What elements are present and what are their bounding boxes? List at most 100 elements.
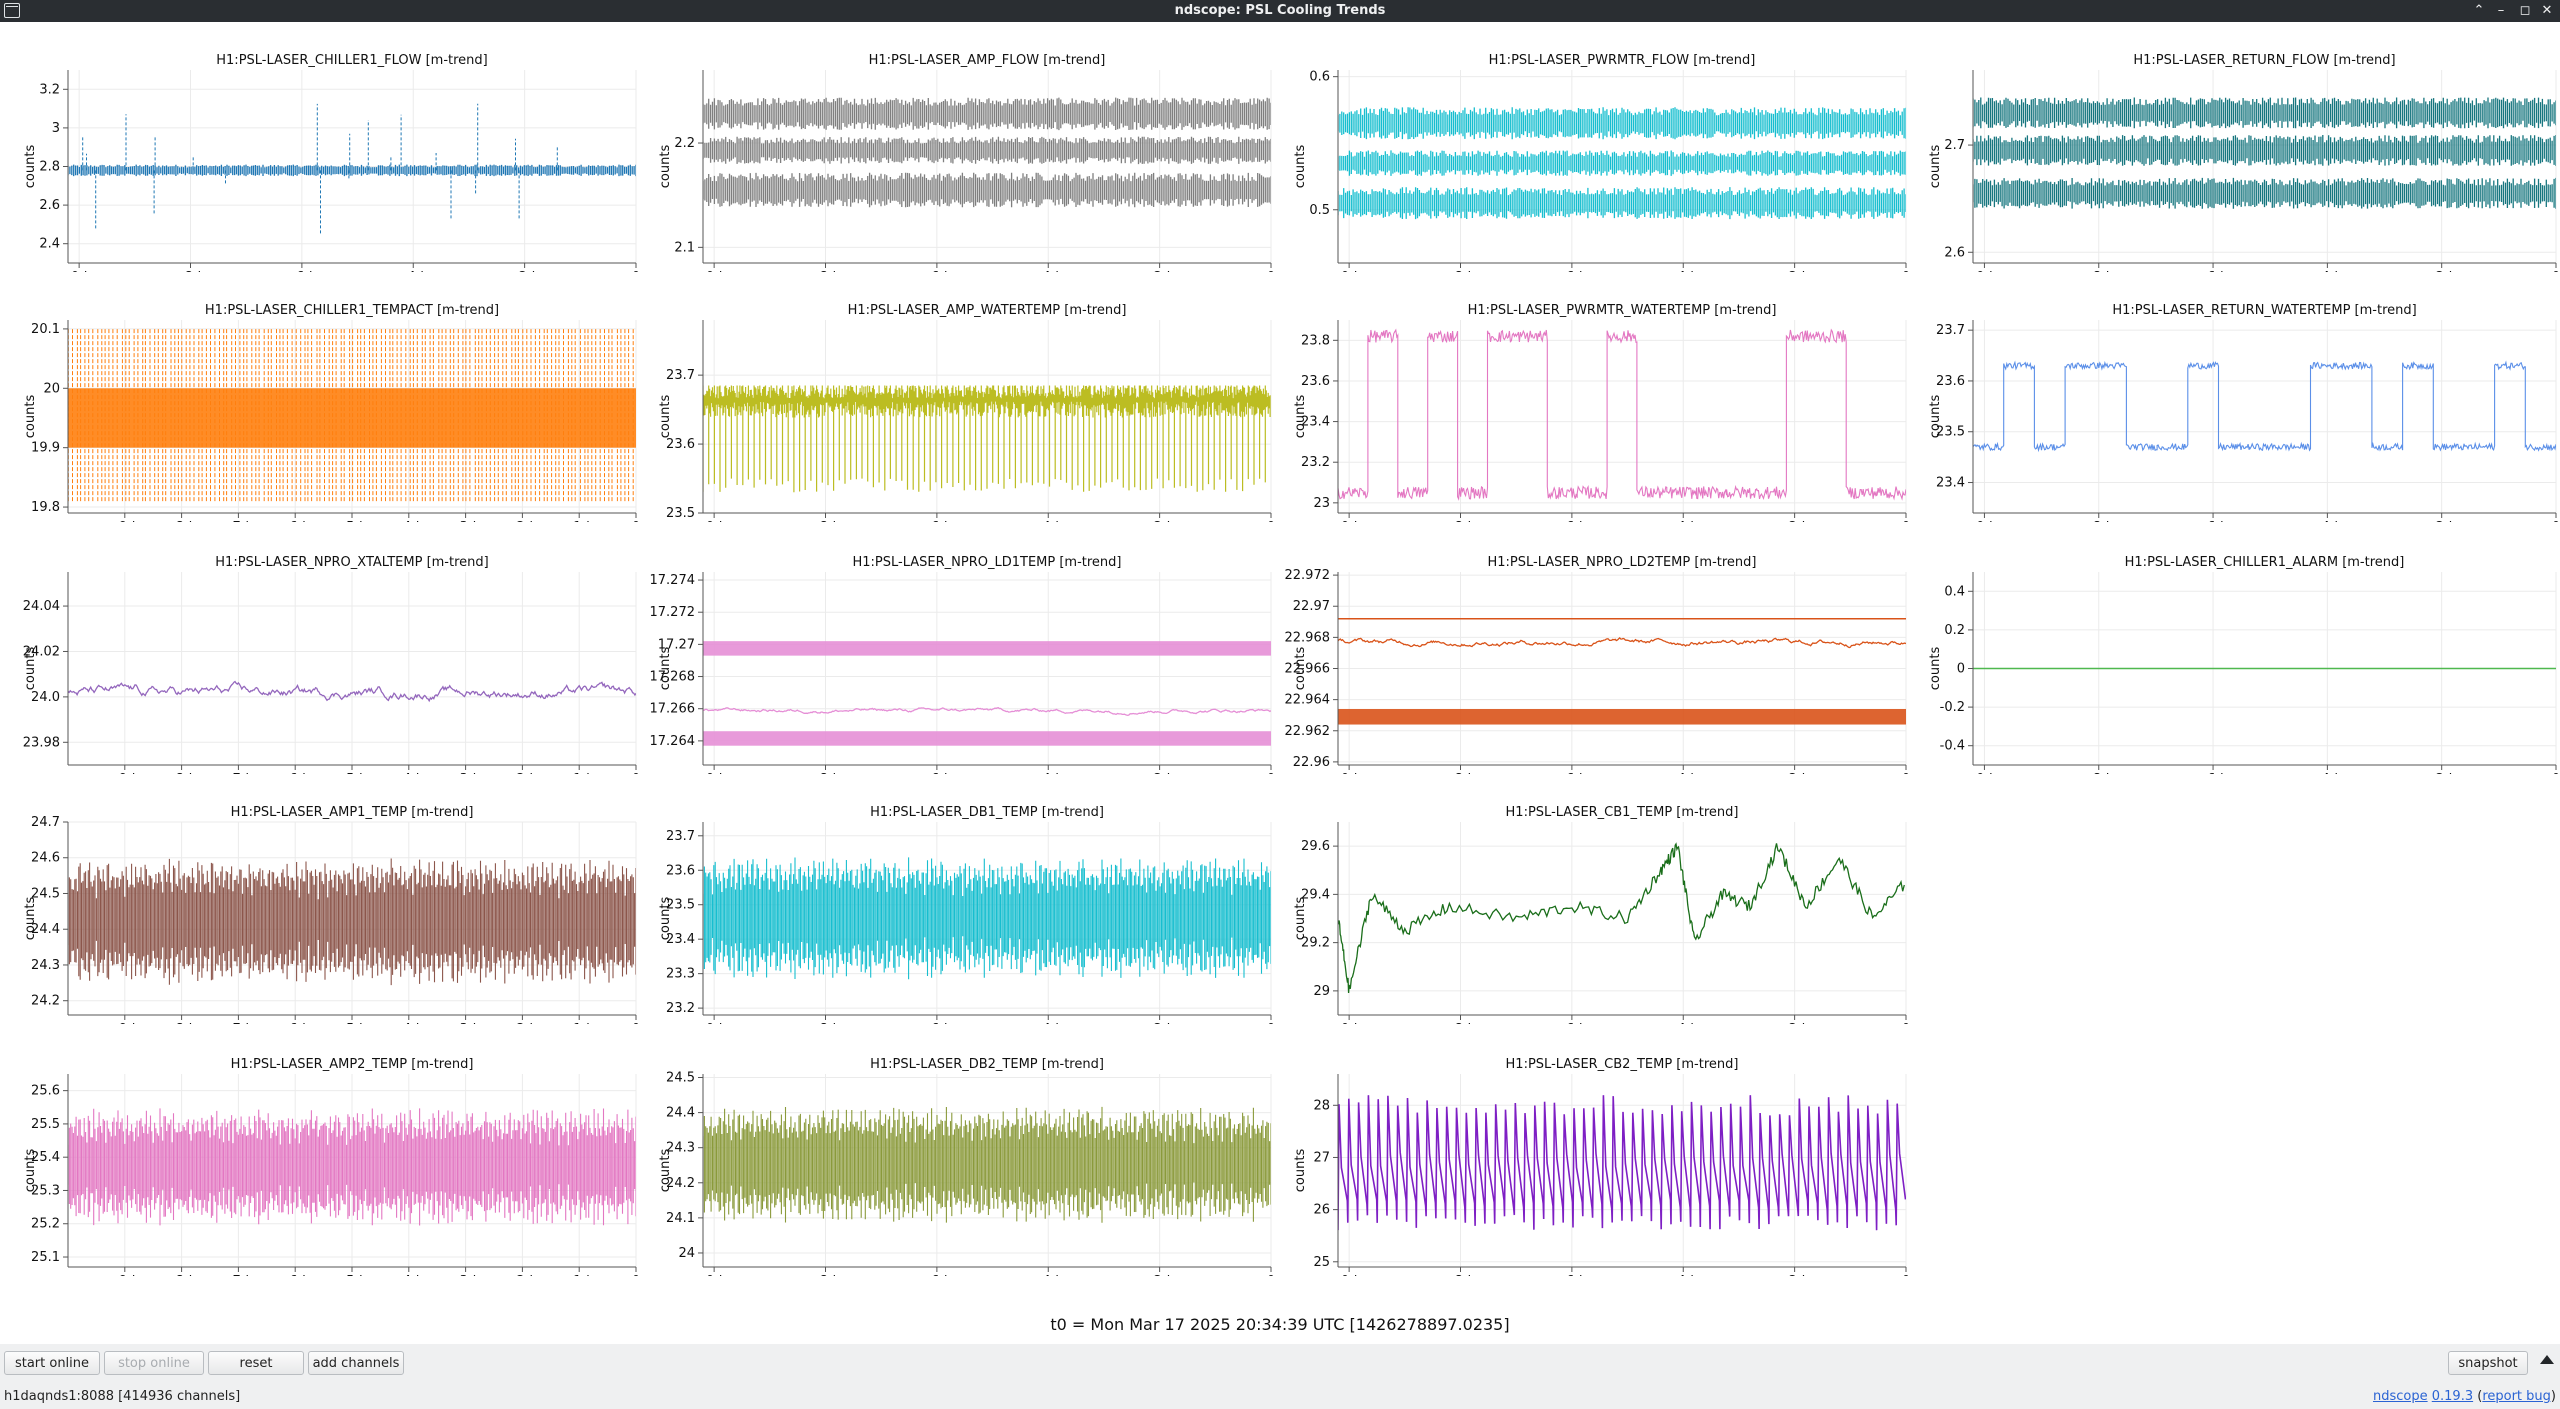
x-tick-label: -2d [1784, 772, 1805, 774]
series-noise [703, 857, 1271, 980]
plot-svg[interactable]: H1:PSL-LASER_RETURN_WATERTEMP [m-trend] c… [1905, 272, 2560, 522]
plot-svg[interactable]: H1:PSL-LASER_NPRO_LD2TEMP [m-trend] count… [1270, 524, 1911, 774]
x-tick-label: 0d [1341, 1274, 1358, 1276]
plot-panel[interactable]: H1:PSL-LASER_AMP_WATERTEMP [m-trend] coun… [635, 272, 1275, 522]
x-tick-label: -5d [341, 1274, 362, 1276]
version-link[interactable]: 0.19.3 [2431, 1389, 2474, 1404]
plot-svg[interactable]: H1:PSL-LASER_AMP_FLOW [m-trend] counts 2.1… [635, 22, 1275, 272]
y-tick-label: 22.97 [1293, 599, 1330, 614]
series-noise [68, 1108, 636, 1226]
plot-panel[interactable]: H1:PSL-LASER_DB2_TEMP [m-trend] counts 24 2… [635, 1026, 1275, 1276]
maximize-icon[interactable]: ◻ [2519, 3, 2531, 18]
x-tick-label: 0 [2552, 772, 2560, 774]
plot-svg[interactable]: H1:PSL-LASER_AMP1_TEMP [m-trend]counts24… [0, 774, 640, 1024]
y-tick-label: 23.4 [1301, 415, 1330, 430]
plot-svg[interactable]: H1:PSL-LASER_NPRO_LD1TEMP [m-trend] count… [635, 524, 1276, 774]
series-group [1338, 107, 1906, 220]
x-tick-label: -6d [926, 270, 947, 272]
plot-panel[interactable]: H1:PSL-LASER_CB2_TEMP [m-trend] counts 25 2… [1270, 1026, 1910, 1276]
series-group [1338, 842, 1905, 994]
plot-panel[interactable]: H1:PSL-LASER_AMP1_TEMP [m-trend] counts 24… [0, 774, 640, 1024]
plot-panel[interactable]: H1:PSL-LASER_NPRO_LD2TEMP [m-trend] count… [1270, 524, 1911, 774]
plot-title: H1:PSL-LASER_CB2_TEMP [m-trend] [1506, 1057, 1739, 1072]
close-icon[interactable]: ✕ [2541, 3, 2553, 18]
y-tick-label: 23.3 [666, 967, 695, 982]
y-tick-label: 2.6 [1944, 245, 1965, 260]
plot-panel[interactable]: H1:PSL-LASER_CHILLER1_ALARM [m-trend] cou… [1905, 524, 2560, 774]
plot-panel[interactable]: H1:PSL-LASER_DB1_TEMP [m-trend] counts 23.… [635, 774, 1275, 1024]
x-tick-label: -6d [1561, 270, 1582, 272]
plot-svg[interactable]: H1:PSL-LASER_PWRMTR_WATERTEMP [m-trend] c… [1270, 272, 1910, 522]
plot-svg[interactable]: H1:PSL-LASER_CHILLER1_TEMPACT [m-trend] c… [0, 272, 640, 522]
y-tick-label: 22.964 [1285, 693, 1331, 708]
stop-online-button[interactable]: stop online [104, 1351, 204, 1375]
plot-svg[interactable]: H1:PSL-LASER_CHILLER1_FLOW [m-trend] coun… [0, 22, 640, 272]
plot-panel[interactable]: H1:PSL-LASER_CB1_TEMP [m-trend] counts 29 2… [1270, 774, 1910, 1024]
y-tick-label: 24.7 [31, 815, 60, 830]
version-info: ndscope 0.19.3 (report bug) [2373, 1384, 2556, 1409]
plot-title: H1:PSL-LASER_AMP2_TEMP [m-trend] [231, 1057, 474, 1072]
report-bug-link[interactable]: report bug [2482, 1389, 2551, 1404]
series-line [68, 680, 636, 703]
collapse-arrow-icon[interactable] [2540, 1355, 2554, 1364]
plot-svg[interactable]: H1:PSL-LASER_AMP_WATERTEMP [m-trend] coun… [635, 272, 1275, 522]
x-tick-label: 0d [1341, 520, 1358, 522]
plot-title: H1:PSL-LASER_AMP_FLOW [m-trend] [869, 53, 1106, 68]
plot-panel[interactable]: H1:PSL-LASER_RETURN_WATERTEMP [m-trend] c… [1905, 272, 2560, 522]
y-tick-label: 24.5 [31, 886, 60, 901]
plot-svg[interactable]: H1:PSL-LASER_CB2_TEMP [m-trend] counts 25 2… [1270, 1026, 1910, 1276]
x-tick-label: -2d [1149, 270, 1170, 272]
plot-panel[interactable]: H1:PSL-LASER_PWRMTR_WATERTEMP [m-trend] c… [1270, 272, 1910, 522]
keep-above-icon[interactable]: ⌃ [2473, 3, 2485, 18]
y-axis-label: counts [658, 395, 673, 439]
series-group [68, 103, 636, 234]
plot-panel[interactable]: H1:PSL-LASER_AMP_FLOW [m-trend] counts 2.1… [635, 22, 1275, 272]
x-tick-label: -2d [2431, 520, 2452, 522]
x-tick-label: -8d [1450, 1274, 1471, 1276]
minimize-icon[interactable]: – [2497, 3, 2505, 18]
y-tick-label: 2.6 [39, 198, 60, 213]
plot-panel[interactable]: H1:PSL-LASER_RETURN_FLOW [m-trend] counts… [1905, 22, 2560, 272]
x-tick-label: -1d [569, 772, 590, 774]
start-online-button[interactable]: start online [4, 1351, 100, 1375]
y-tick-label: 23.4 [666, 932, 695, 947]
x-tick-label: -4d [2317, 772, 2338, 774]
series-line [703, 707, 1271, 716]
snapshot-button[interactable]: snapshot [2448, 1351, 2528, 1375]
x-tick-label: -4d [398, 1274, 419, 1276]
x-tick-label: -8d [2088, 772, 2109, 774]
window-icon[interactable] [4, 3, 20, 18]
plot-svg[interactable]: H1:PSL-LASER_DB2_TEMP [m-trend] counts 24 2… [635, 1026, 1275, 1276]
x-tick-label: 0d [706, 270, 723, 272]
x-tick-label: -8d [815, 1022, 836, 1024]
plot-svg[interactable]: H1:PSL-LASER_NPRO_XTALTEMP [m-trend] coun… [0, 524, 640, 774]
x-tick-label: -6d [1561, 1274, 1582, 1276]
plot-panel[interactable]: H1:PSL-LASER_AMP2_TEMP [m-trend] counts 25… [0, 1026, 640, 1276]
plot-svg[interactable]: H1:PSL-LASER_RETURN_FLOW [m-trend] counts… [1905, 22, 2560, 272]
plot-title: H1:PSL-LASER_CHILLER1_TEMPACT [m-trend] [205, 303, 499, 318]
x-tick-label: 0d [706, 1022, 723, 1024]
plot-panel[interactable]: H1:PSL-LASER_PWRMTR_FLOW [m-trend] counts… [1270, 22, 1910, 272]
y-axis-label: counts [1293, 1149, 1308, 1193]
y-tick-label: 23.4 [1936, 476, 1965, 491]
y-tick-label: 29.4 [1301, 887, 1330, 902]
status-bar: h1daqnds1:8088 [414936 channels] ndscope… [0, 1384, 2560, 1409]
plot-panel[interactable]: H1:PSL-LASER_NPRO_XTALTEMP [m-trend] coun… [0, 524, 640, 774]
plot-panel[interactable]: H1:PSL-LASER_CHILLER1_FLOW [m-trend] coun… [0, 22, 640, 272]
plot-svg[interactable]: H1:PSL-LASER_CB1_TEMP [m-trend] counts 29 2… [1270, 774, 1910, 1024]
x-tick-label: -1d [569, 520, 590, 522]
plot-svg[interactable]: H1:PSL-LASER_PWRMTR_FLOW [m-trend] counts… [1270, 22, 1910, 272]
x-tick-label: -8d [815, 520, 836, 522]
series-band [68, 164, 636, 177]
reset-button[interactable]: reset [208, 1351, 304, 1375]
ndscope-link[interactable]: ndscope [2372, 1389, 2428, 1404]
plot-svg[interactable]: H1:PSL-LASER_AMP2_TEMP [m-trend]counts25… [0, 1026, 640, 1276]
plot-panel[interactable]: H1:PSL-LASER_CHILLER1_TEMPACT [m-trend] c… [0, 272, 640, 522]
add-channels-button[interactable]: add channels [308, 1351, 404, 1375]
plot-panel[interactable]: H1:PSL-LASER_NPRO_LD1TEMP [m-trend] count… [635, 524, 1276, 774]
plot-svg[interactable]: H1:PSL-LASER_CHILLER1_ALARM [m-trend] cou… [1905, 524, 2560, 774]
series-group [68, 858, 636, 986]
grid [703, 70, 1272, 263]
plot-svg[interactable]: H1:PSL-LASER_DB1_TEMP [m-trend]counts23.… [635, 774, 1275, 1024]
series-band [1973, 97, 2556, 129]
